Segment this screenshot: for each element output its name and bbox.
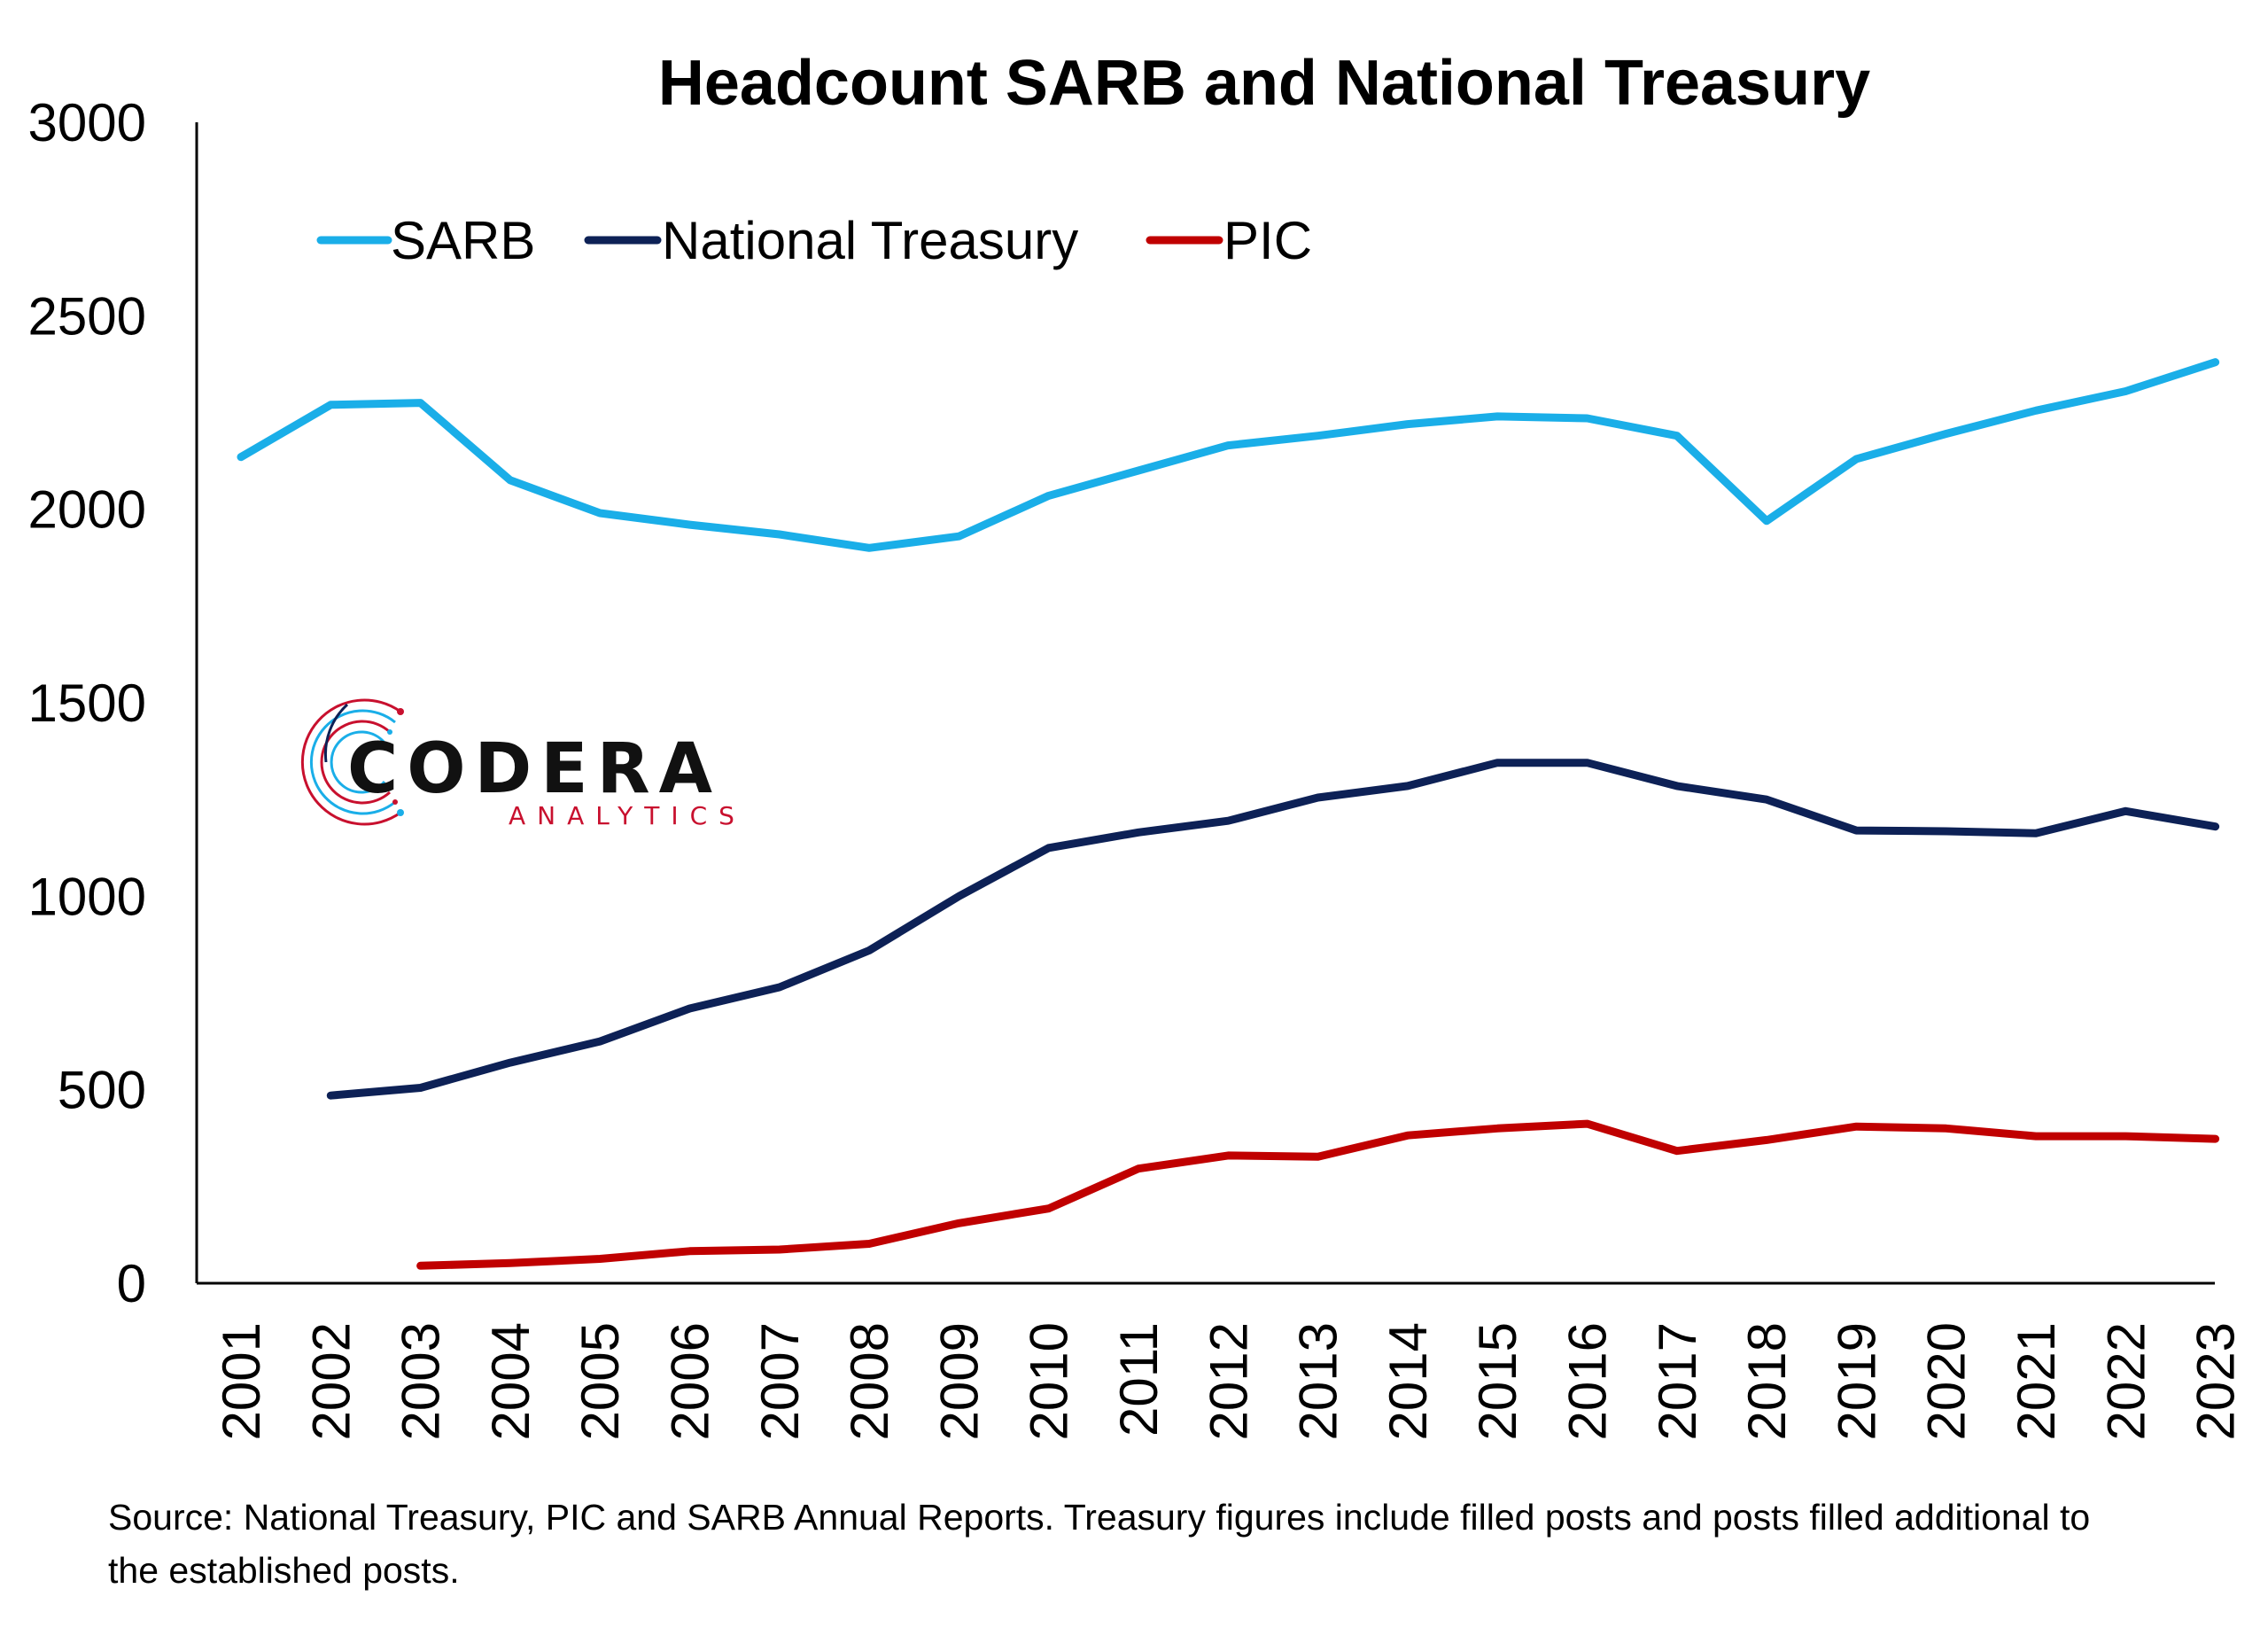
- x-tick-label: 2014: [1379, 1322, 1438, 1440]
- x-tick-label: 2023: [2186, 1322, 2246, 1440]
- y-tick-label: 3000: [28, 93, 146, 152]
- series-line-sarb: [237, 358, 2220, 552]
- codera-logo: CODERA ANALYTICS: [300, 698, 746, 830]
- series-line-pic: [416, 1119, 2220, 1270]
- y-tick-labels: 0 500 1000 1500 2000 2500 3000: [28, 93, 146, 1313]
- legend-label-national-treasury: National Treasury: [662, 211, 1078, 270]
- x-tick-label: 2016: [1558, 1322, 1618, 1440]
- y-tick-label: 0: [117, 1254, 146, 1313]
- series-lines: [237, 358, 2220, 1270]
- source-note: Source: National Treasury, PIC and SARB …: [108, 1497, 2091, 1591]
- x-tick-label: 2013: [1289, 1322, 1348, 1440]
- legend: SARB National Treasury PIC: [316, 211, 1312, 270]
- x-tick-label: 2008: [840, 1322, 899, 1440]
- x-tick-label: 2015: [1468, 1322, 1527, 1440]
- x-tick-label: 2019: [1827, 1322, 1886, 1440]
- legend-label-pic: PIC: [1223, 211, 1312, 270]
- x-tick-label: 2012: [1199, 1322, 1258, 1440]
- x-tick-labels: 2001 2002 2003 2004 2005 2006 2007 2008 2009 2010…: [212, 1322, 2246, 1440]
- x-tick-label: 2001: [212, 1322, 271, 1440]
- y-tick-label: 2000: [28, 480, 146, 540]
- logo-wordmark: CODERA: [347, 729, 721, 809]
- y-tick-label: 2500: [28, 286, 146, 346]
- x-tick-label: 2018: [1737, 1322, 1797, 1440]
- x-tick-label: 2020: [1917, 1322, 1977, 1440]
- y-tick-label: 500: [58, 1061, 146, 1120]
- x-tick-label: 2007: [750, 1322, 810, 1440]
- x-tick-label: 2011: [1109, 1322, 1169, 1437]
- x-tick-label: 2002: [301, 1322, 361, 1440]
- x-tick-label: 2017: [1648, 1322, 1707, 1440]
- x-tick-label: 2004: [481, 1322, 540, 1440]
- chart-title: Headcount SARB and National Treasury: [658, 48, 1870, 119]
- y-tick-label: 1000: [28, 867, 146, 926]
- x-tick-label: 2005: [571, 1322, 630, 1440]
- x-tick-label: 2010: [1020, 1322, 1079, 1440]
- series-line-national-treasury: [326, 759, 2220, 1100]
- x-tick-label: 2003: [392, 1322, 451, 1440]
- logo-tagline: ANALYTICS: [509, 801, 746, 830]
- x-tick-label: 2021: [2007, 1322, 2066, 1440]
- x-tick-label: 2022: [2096, 1322, 2155, 1440]
- y-tick-label: 1500: [28, 674, 146, 733]
- x-tick-label: 2006: [661, 1322, 720, 1440]
- logo-emblem-icon: [300, 698, 404, 826]
- legend-label-sarb: SARB: [391, 211, 535, 270]
- x-tick-label: 2009: [929, 1322, 989, 1440]
